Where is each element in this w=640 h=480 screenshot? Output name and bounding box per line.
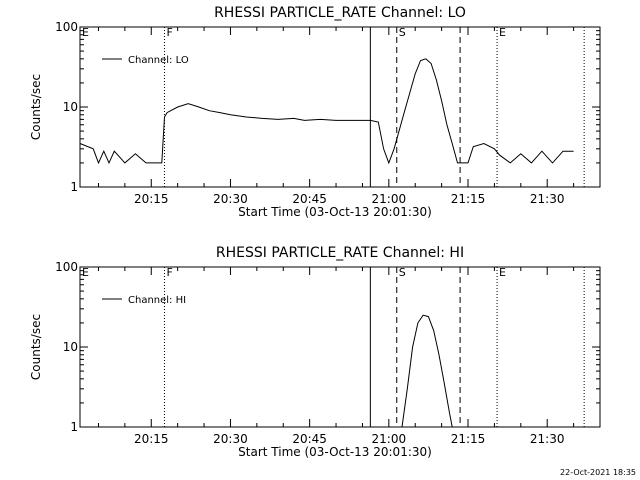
event-label: E xyxy=(82,26,89,39)
y-tick-label: 1 xyxy=(70,420,78,434)
event-label: F xyxy=(166,26,172,39)
chart-panel-2: RHESSI PARTICLE_RATE Channel: HI 1 10 100 20… xyxy=(29,245,601,459)
x-tick-label: 20:30 xyxy=(213,432,248,446)
x-tick-label: 21:00 xyxy=(372,432,407,446)
x-tick-label: 20:30 xyxy=(213,192,248,206)
legend-label: Channel: HI xyxy=(128,295,186,306)
x-tick-label: 21:30 xyxy=(530,192,565,206)
x-tick-label: 21:15 xyxy=(451,432,486,446)
plot-frame xyxy=(79,266,601,428)
x-tick-label: 20:45 xyxy=(292,432,327,446)
y-tick-label: 10 xyxy=(63,100,78,114)
y-tick-label: 100 xyxy=(55,20,78,34)
x-tick-label: 20:45 xyxy=(292,192,327,206)
y-tick-label: 1 xyxy=(70,180,78,194)
event-label: E xyxy=(82,266,89,279)
x-tick-label: 21:00 xyxy=(372,192,407,206)
x-tick-label: 21:30 xyxy=(530,432,565,446)
x-tick-label: 20:15 xyxy=(134,432,169,446)
event-label: S xyxy=(399,266,406,279)
chart-title: RHESSI PARTICLE_RATE Channel: HI xyxy=(216,245,464,261)
y-tick-label: 100 xyxy=(55,260,78,274)
x-axis-label: Start Time (03-Oct-13 20:01:30) xyxy=(238,445,432,459)
legend-label: Channel: LO xyxy=(128,55,189,66)
y-axis-label: Counts/sec xyxy=(29,74,43,140)
footer-timestamp: 22-Oct-2021 18:35 xyxy=(560,468,636,477)
x-tick-label: 20:15 xyxy=(134,192,169,206)
x-tick-label: 21:15 xyxy=(451,192,486,206)
event-label: E xyxy=(499,26,506,39)
event-label: E xyxy=(499,266,506,279)
y-tick-label: 10 xyxy=(63,340,78,354)
event-label: S xyxy=(399,26,406,39)
data-series-line xyxy=(79,58,574,165)
chart-title: RHESSI PARTICLE_RATE Channel: LO xyxy=(214,5,466,21)
data-series-line xyxy=(401,314,453,428)
y-axis-label: Counts/sec xyxy=(29,314,43,380)
chart-panel-1: RHESSI PARTICLE_RATE Channel: LO 1 10 100 20… xyxy=(29,5,601,219)
event-label: F xyxy=(166,266,172,279)
x-axis-label: Start Time (03-Oct-13 20:01:30) xyxy=(238,205,432,219)
